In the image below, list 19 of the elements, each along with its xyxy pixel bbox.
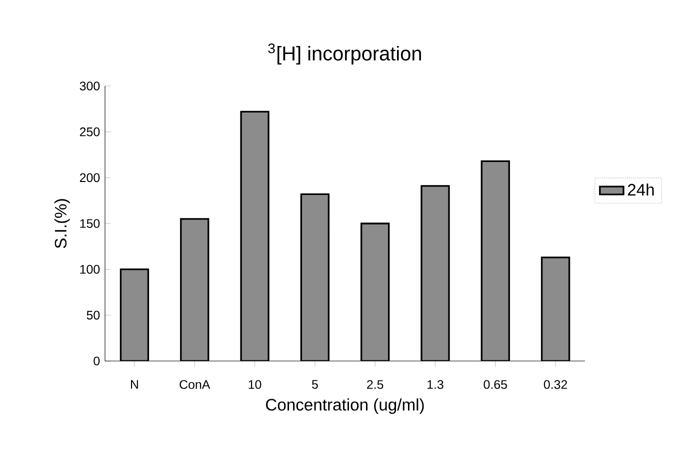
x-tick-label: 10 [248,380,262,389]
x-tick-label: 0.32 [544,380,568,389]
x-tick-label: 0.65 [484,380,507,389]
x-tick-label: 5 [312,380,318,389]
y-tick-label: 250 [80,127,100,136]
y-tick-label: 100 [80,264,100,274]
legend-label: 24h [628,183,654,196]
x-axis-title: Concentration (ug/ml) [266,398,424,414]
y-tick-label: 150 [80,219,100,228]
y-tick-label: 300 [80,82,100,90]
chart-title: $^{3}$[H] incorporation [268,43,421,65]
y-tick-label: 200 [80,173,100,182]
x-tick-label: ConA [180,380,210,389]
x-tick-label: 2.5 [367,380,384,389]
y-tick-label: 0 [94,356,100,366]
y-tick-label: 50 [86,310,100,320]
x-tick-label: 1.3 [428,380,444,389]
x-tick-label: N [131,380,138,389]
y-axis-title: S.I.(%) [54,199,70,248]
